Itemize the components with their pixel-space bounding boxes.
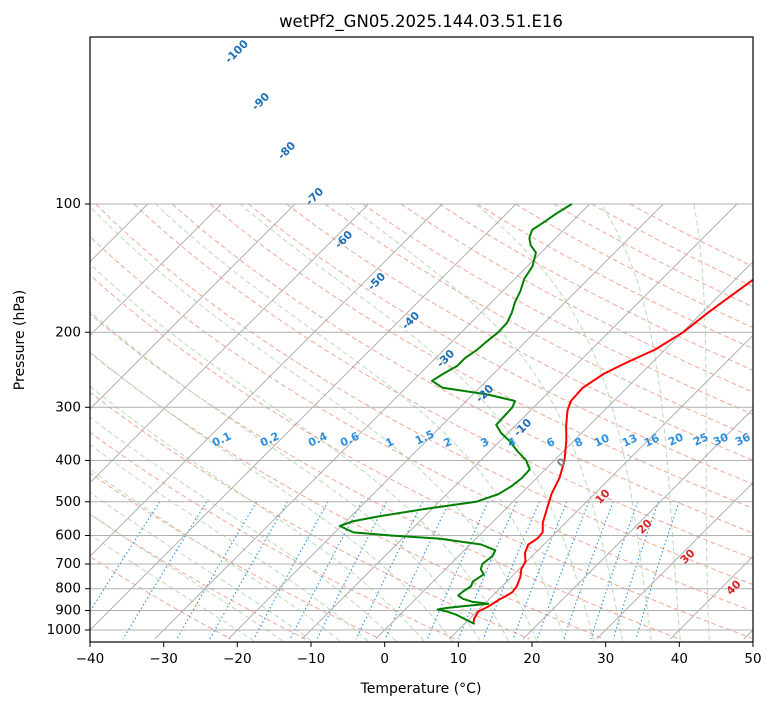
- dry-adiabat-line: [90, 235, 753, 612]
- mixing-ratio-line: [90, 501, 161, 613]
- dry-adiabat-line: [90, 513, 306, 640]
- dry-adiabat-line: [324, 203, 753, 438]
- axes: −40 −30 −20 −10 0 10 20 30 40 50 100 200 300 400 500 60…: [47, 196, 762, 667]
- isotherm-gridline: [596, 481, 753, 640]
- mixing-ratio-label: 13: [620, 431, 639, 449]
- y-tick-label: 700: [55, 556, 81, 572]
- dewpoint-profile-line: [338, 203, 573, 625]
- moist-adiabat-line: [475, 203, 652, 641]
- y-tick-label: 500: [55, 494, 81, 510]
- moist-adiabat-line: [90, 513, 283, 642]
- mixing-ratio-line: [253, 501, 329, 640]
- chart-title: wetPf2_GN05.2025.144.03.51.E16: [279, 12, 563, 32]
- mixing-ratio-line: [563, 501, 614, 640]
- mixing-ratio-line: [536, 501, 590, 640]
- isotherm-gridline: [227, 203, 664, 640]
- y-tick-label: 100: [55, 196, 81, 212]
- mixing-ratio-line: [209, 501, 288, 640]
- x-tick-label: 0: [380, 651, 389, 667]
- isotherm-gridline: [90, 203, 443, 558]
- mixing-ratio-label: 30: [711, 430, 731, 448]
- isotherm-gridline: [90, 203, 369, 484]
- x-tick-label: −20: [223, 651, 252, 667]
- y-tick-label: 300: [55, 399, 81, 415]
- isotherm-gridline: [90, 203, 222, 337]
- mixing-ratio-line: [176, 501, 258, 640]
- y-tick-label: 900: [55, 603, 81, 619]
- dry-adiabat-line: [90, 352, 605, 640]
- y-tick-label: 400: [55, 452, 81, 468]
- x-tick-label: 40: [671, 651, 688, 667]
- x-axis-title: Temperature (°C): [360, 681, 482, 697]
- x-tick-label: 50: [744, 651, 761, 667]
- dry-adiabat-line: [171, 203, 753, 534]
- profile-series: [338, 203, 753, 625]
- x-tick-label: −30: [149, 651, 178, 667]
- x-tick-label: 30: [597, 651, 614, 667]
- dry-adiabat-line: [286, 203, 753, 461]
- y-axis-title: Pressure (hPa): [12, 290, 28, 390]
- isotherm-gridline: [154, 203, 590, 640]
- mixing-ratio-label: 20: [666, 430, 686, 448]
- isotherm-gridline: [90, 203, 517, 631]
- moist-adiabat-line: [693, 203, 710, 641]
- isotherm-gridline: [669, 555, 753, 640]
- y-tick-label: 1000: [47, 622, 81, 638]
- x-tick-label: 20: [523, 651, 540, 667]
- moist-adiabat-line: [90, 351, 453, 642]
- dry-adiabat-line: [90, 313, 680, 640]
- x-tick-label: 10: [450, 651, 467, 667]
- dry-adiabat-line: [90, 472, 381, 640]
- x-tick-label: −10: [297, 651, 326, 667]
- y-tick-label: 800: [55, 581, 81, 597]
- mixing-ratio-line: [457, 501, 518, 640]
- isotherm-gridline: [522, 408, 753, 640]
- dry-adiabat-line: [400, 203, 753, 393]
- mixing-ratio-line: [512, 501, 568, 640]
- isotherm-gridline: [375, 260, 753, 640]
- isotherm-gridline: [301, 203, 738, 640]
- dry-adiabat-line: [133, 203, 753, 560]
- dry-adiabat-line: [90, 391, 530, 640]
- mixing-ratio-line: [426, 501, 489, 640]
- mixing-ratio-label: 25: [691, 430, 710, 448]
- dry-adiabat-line: [90, 555, 232, 640]
- mixing-ratio-label: 16: [642, 431, 662, 449]
- temperature-profile-line: [472, 278, 753, 625]
- y-tick-label: 600: [55, 528, 81, 544]
- x-tick-label: −40: [76, 651, 105, 667]
- mixing-ratio-line: [590, 501, 639, 640]
- y-tick-label: 200: [55, 324, 81, 340]
- dry-adiabat-line: [95, 203, 753, 586]
- mixing-ratio-line: [612, 501, 659, 640]
- moist-adiabat-line: [346, 203, 623, 641]
- plot-frame: [89, 36, 754, 643]
- isotherm-gridline: [90, 203, 296, 410]
- mixing-ratio-label: 10: [592, 431, 612, 449]
- mixing-ratio-label: 36: [733, 430, 753, 448]
